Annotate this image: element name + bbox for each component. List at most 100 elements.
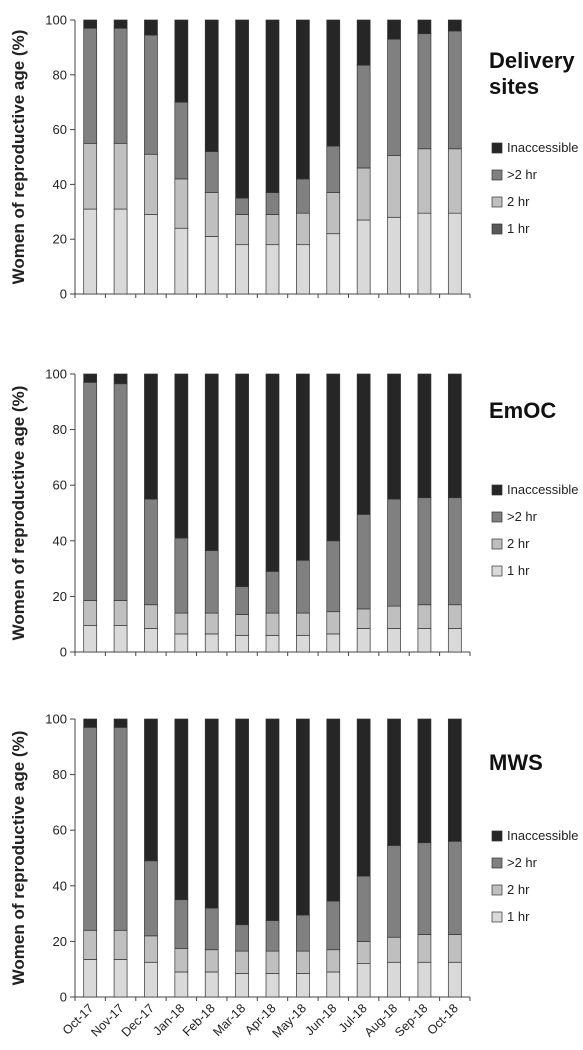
bar-segment	[296, 914, 310, 952]
y-tick-label: 60	[53, 823, 67, 838]
bar-segment	[296, 373, 310, 561]
y-tick-label: 20	[53, 232, 67, 247]
x-tick-label: May-18	[270, 1001, 309, 1040]
bar-segment	[113, 373, 128, 385]
legend-swatch	[491, 538, 503, 550]
bar-segment	[113, 208, 128, 295]
bar-segment	[113, 929, 128, 960]
bar-segment	[265, 373, 280, 572]
bar-segment	[204, 151, 219, 193]
bar-segment	[265, 634, 280, 653]
bar-segment	[113, 726, 128, 931]
bar-segment	[174, 633, 189, 653]
y-tick-label: 0	[60, 990, 67, 1005]
legend-label: 2 hr	[507, 536, 530, 551]
chart-panel-2: 0 20 40 60 80 100 Women of reproductive age (%…	[9, 367, 579, 660]
panel-title: sites	[489, 74, 539, 99]
y-axis-title: Women of reproductive age (%)	[9, 386, 28, 641]
bar-segment	[204, 373, 219, 551]
bar-segment	[356, 219, 371, 295]
panel-title: EmOC	[489, 398, 556, 423]
bar-segment	[235, 718, 249, 926]
bar-segment	[174, 19, 189, 103]
panel-title: MWS	[489, 750, 543, 775]
legend-swatch	[491, 911, 503, 923]
bar-segment	[83, 142, 98, 210]
legend-label: Inaccessible	[507, 828, 579, 843]
bar-segment	[144, 498, 158, 606]
bar-segment	[417, 212, 432, 295]
bar-segment	[83, 19, 98, 29]
legend-swatch	[491, 169, 503, 181]
y-tick-label: 20	[53, 934, 67, 949]
bar-segment	[326, 373, 341, 542]
bar-segment	[235, 586, 249, 615]
x-tick-label: Mar-18	[210, 1001, 248, 1039]
y-tick-label: 20	[53, 589, 67, 604]
panel-title: Delivery	[489, 48, 575, 73]
bar-segment	[83, 208, 98, 295]
bar-segment	[113, 27, 128, 144]
bar-segment	[144, 935, 158, 963]
bar-segment	[235, 244, 249, 295]
bar-segment	[204, 192, 219, 237]
bar-segment	[326, 718, 341, 902]
bar-segment	[326, 145, 341, 193]
bar-segment	[235, 614, 249, 636]
bar-segment	[204, 633, 219, 653]
legend-swatch	[491, 565, 503, 577]
bar-segment	[417, 604, 432, 629]
bar-segment	[356, 64, 371, 169]
bar-segment	[113, 718, 128, 728]
bar-segment	[326, 19, 341, 147]
legend-swatch	[491, 142, 503, 154]
bar-segment	[387, 936, 401, 963]
x-tick-label: Jun-18	[302, 1001, 339, 1038]
bar-segment	[447, 19, 462, 32]
bar-segment	[417, 148, 432, 214]
bar-segment	[296, 950, 310, 974]
bar-segment	[204, 907, 219, 951]
bar-segment	[417, 961, 432, 998]
bar-segment	[387, 845, 401, 938]
x-tick-label: Aug-18	[362, 1001, 400, 1039]
bar-segment	[417, 934, 432, 963]
bar-segment	[296, 973, 310, 998]
bar-segment	[174, 718, 189, 901]
bar-segment	[356, 718, 371, 877]
bar-segment	[387, 373, 401, 500]
bar-segment	[144, 214, 158, 295]
bar-segment	[387, 19, 401, 40]
y-tick-label: 80	[53, 767, 67, 782]
bar-segment	[83, 27, 98, 144]
bar-segment	[204, 949, 219, 973]
bar-segment	[387, 155, 401, 218]
bar-segment	[265, 612, 280, 636]
bar-segment	[144, 153, 158, 215]
chart-panel-3: 0 20 40 60 80 100 Women of reproductive age (%…	[9, 712, 579, 1041]
legend-swatch	[491, 196, 503, 208]
y-axis-title: Women of reproductive age (%)	[9, 731, 28, 986]
bar-segment	[174, 612, 189, 635]
bar-segment	[113, 142, 128, 210]
bar-segment	[235, 924, 249, 952]
bar-segment	[265, 244, 280, 295]
bar-segment	[387, 216, 401, 295]
bar-segment	[265, 950, 280, 974]
bar-segment	[144, 860, 158, 937]
legend-swatch	[491, 857, 503, 869]
legend-swatch	[491, 830, 503, 842]
bar-segment	[265, 920, 280, 952]
y-tick-label: 100	[45, 712, 67, 727]
bar-segment	[447, 718, 462, 842]
y-tick-label: 0	[60, 287, 67, 302]
bar-segment	[235, 197, 249, 215]
legend-label: 1 hr	[507, 909, 530, 924]
bar-segment	[447, 212, 462, 295]
bar-segment	[144, 718, 158, 862]
bar-segment	[447, 604, 462, 629]
bar-segment	[174, 101, 189, 180]
bar-segment	[113, 383, 128, 601]
bar-segment	[235, 19, 249, 199]
bar-segment	[387, 605, 401, 629]
